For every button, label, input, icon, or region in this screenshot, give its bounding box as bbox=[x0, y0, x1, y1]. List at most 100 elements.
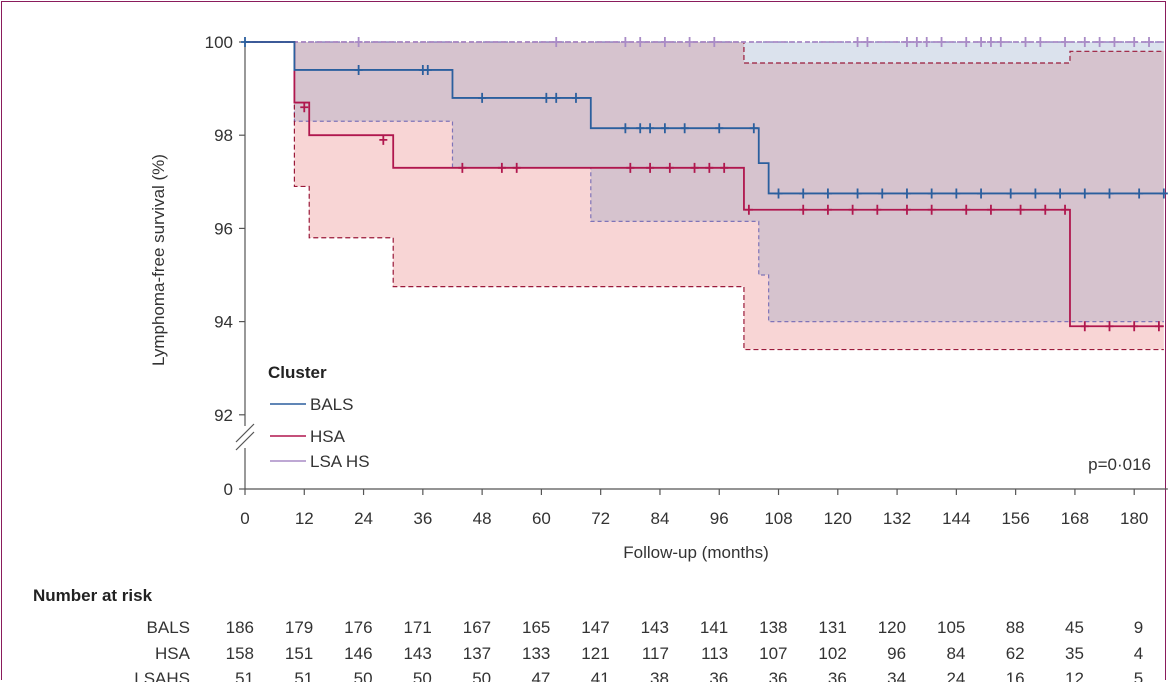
km-curve-bals bbox=[245, 41, 1164, 195]
risk-value: 186 bbox=[226, 618, 254, 637]
censor-mark-lsahs bbox=[1145, 37, 1154, 47]
risk-value: 51 bbox=[235, 669, 254, 682]
censor-mark-bals bbox=[799, 188, 808, 199]
risk-values: 186 179 176 171 167 165 147 143 141 138 131 120 105 8… bbox=[226, 618, 1144, 682]
censor-mark-lsahs bbox=[853, 37, 862, 47]
censor-mark-lsahs bbox=[902, 37, 911, 47]
x-tick-label: 144 bbox=[942, 509, 970, 528]
x-tick-label: 24 bbox=[354, 509, 373, 528]
censor-mark-lsahs bbox=[1061, 37, 1070, 47]
tick-labels: 0 92 94 96 98 100 0 12 24 36 48 60 72 84 96 108 120 132 14… bbox=[205, 33, 1149, 528]
censor-mark-bals bbox=[927, 188, 936, 199]
km-curve-hsa bbox=[245, 41, 1164, 328]
risk-value: 147 bbox=[581, 618, 609, 637]
censor-mark-lsahs bbox=[1110, 37, 1119, 47]
risk-value: 167 bbox=[463, 618, 491, 637]
censor-mark-bals bbox=[952, 188, 961, 199]
x-tick-label: 96 bbox=[710, 509, 729, 528]
censor-mark-lsahs bbox=[922, 37, 931, 47]
y-tick-label: 96 bbox=[214, 219, 233, 238]
risk-value: 158 bbox=[226, 644, 254, 663]
risk-value: 133 bbox=[522, 644, 550, 663]
legend-label-bals: BALS bbox=[310, 395, 353, 414]
censor-mark-lsahs bbox=[660, 37, 669, 47]
x-tick-label: 168 bbox=[1061, 509, 1089, 528]
axis-break-mark-2 bbox=[235, 431, 255, 451]
risk-row-label-hsa: HSA bbox=[155, 644, 191, 663]
x-tick-label: 84 bbox=[650, 509, 669, 528]
censor-mark-bals bbox=[1159, 188, 1168, 199]
risk-value: 50 bbox=[354, 669, 373, 682]
survival-curves bbox=[241, 37, 1168, 332]
x-tick-label: 108 bbox=[764, 509, 792, 528]
risk-value: 50 bbox=[472, 669, 491, 682]
censor-mark-hsa bbox=[665, 162, 674, 173]
censor-mark-hsa bbox=[1061, 204, 1070, 215]
risk-value: 51 bbox=[294, 669, 313, 682]
censor-mark-bals bbox=[478, 92, 487, 103]
axes bbox=[235, 40, 1168, 495]
risk-value: 47 bbox=[531, 669, 550, 682]
censor-mark-bals bbox=[1135, 188, 1144, 199]
censor-mark-hsa bbox=[962, 204, 971, 215]
censor-mark-hsa bbox=[902, 204, 911, 215]
ci-lower-hsa bbox=[245, 41, 1164, 351]
risk-value: 36 bbox=[769, 669, 788, 682]
x-axis-label: Follow-up (months) bbox=[623, 543, 769, 562]
censor-mark-hsa bbox=[1016, 204, 1025, 215]
censor-mark-bals bbox=[241, 37, 249, 47]
censor-mark-lsahs bbox=[1130, 37, 1139, 47]
censor-mark-hsa bbox=[646, 162, 655, 173]
censor-mark-bals bbox=[1105, 188, 1114, 199]
risk-value: 102 bbox=[818, 644, 846, 663]
x-tick-label: 12 bbox=[295, 509, 314, 528]
risk-value: 105 bbox=[937, 618, 965, 637]
censor-mark-bals bbox=[977, 188, 986, 199]
risk-value: 50 bbox=[413, 669, 432, 682]
risk-value: 34 bbox=[887, 669, 906, 682]
censor-mark-lsahs bbox=[986, 37, 995, 47]
censor-mark-hsa bbox=[1080, 321, 1089, 332]
risk-table: Number at risk BALS HSA LSAHS 186 179 176 1… bbox=[33, 586, 1143, 682]
censor-mark-lsahs bbox=[1036, 37, 1045, 47]
x-tick-label: 156 bbox=[1001, 509, 1029, 528]
censor-mark-lsahs bbox=[636, 37, 645, 47]
censor-mark-hsa bbox=[705, 162, 714, 173]
censor-mark-hsa bbox=[379, 134, 388, 145]
risk-value: 143 bbox=[641, 618, 669, 637]
ci-band-hsa bbox=[245, 42, 1164, 350]
risk-value: 84 bbox=[946, 644, 965, 663]
risk-value: 107 bbox=[759, 644, 787, 663]
risk-row-label-lsahs: LSAHS bbox=[134, 669, 190, 682]
censor-mark-bals bbox=[571, 92, 580, 103]
x-tick-label: 72 bbox=[591, 509, 610, 528]
risk-value: 165 bbox=[522, 618, 550, 637]
x-tick-label: 48 bbox=[473, 509, 492, 528]
censor-mark-hsa bbox=[823, 204, 832, 215]
risk-value: 35 bbox=[1065, 644, 1084, 663]
censor-mark-bals bbox=[1006, 188, 1015, 199]
censor-mark-lsahs bbox=[937, 37, 946, 47]
censor-mark-hsa bbox=[300, 102, 309, 113]
risk-value: 45 bbox=[1065, 618, 1084, 637]
y-tick-label: 98 bbox=[214, 126, 233, 145]
ci-upper-hsa bbox=[245, 41, 1164, 64]
risk-value: 24 bbox=[946, 669, 965, 682]
y-tick-label: 0 bbox=[224, 480, 233, 499]
censor-mark-bals bbox=[774, 188, 783, 199]
risk-value: 5 bbox=[1134, 669, 1143, 682]
censor-mark-hsa bbox=[799, 204, 808, 215]
risk-value: 143 bbox=[403, 644, 431, 663]
censor-mark-lsahs bbox=[710, 37, 719, 47]
p-value-annotation: p=0·016 bbox=[1088, 455, 1151, 474]
censor-mark-lsahs bbox=[912, 37, 921, 47]
censor-mark-hsa bbox=[873, 204, 882, 215]
x-tick-label: 180 bbox=[1120, 509, 1148, 528]
censor-mark-bals bbox=[1080, 188, 1089, 199]
censor-mark-lsahs bbox=[1080, 37, 1089, 47]
censor-mark-bals bbox=[680, 123, 689, 134]
risk-value: 131 bbox=[818, 618, 846, 637]
censor-mark-hsa bbox=[458, 162, 467, 173]
censor-mark-hsa bbox=[690, 162, 699, 173]
censor-mark-lsahs bbox=[1095, 37, 1104, 47]
